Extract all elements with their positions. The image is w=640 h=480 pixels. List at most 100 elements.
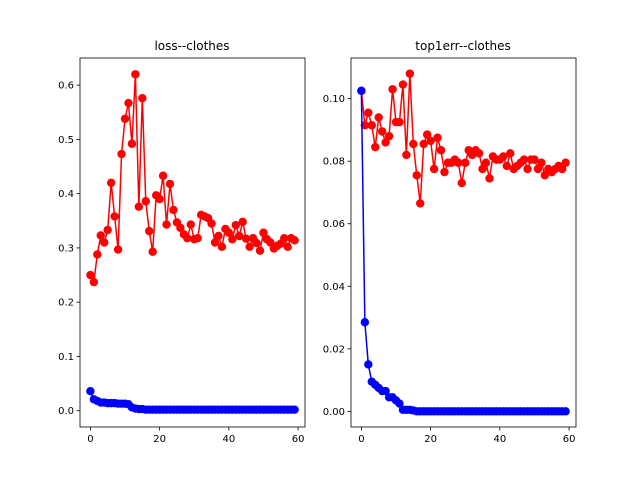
- loss-y-tick-label: 0.0: [58, 406, 74, 417]
- loss-y-tick-label: 0.4: [58, 189, 74, 200]
- top1err-series-0-point: [499, 152, 508, 161]
- loss-series-0-point: [141, 197, 150, 206]
- top1err-axes-frame: [350, 57, 577, 428]
- loss-x-tick-label: 0: [87, 434, 93, 445]
- loss-series-0-point: [93, 250, 102, 259]
- top1err-series-0-point: [426, 136, 435, 146]
- top1err-y-tick-label: 0.02: [323, 344, 345, 355]
- loss-x-tick-label: 20: [153, 434, 166, 445]
- loss-series-0-point: [117, 149, 126, 159]
- top1err-series-0-point: [454, 158, 463, 167]
- loss-series-0-point: [124, 98, 133, 108]
- loss-series-0-point: [155, 194, 164, 204]
- top1err-series-0-point: [409, 139, 418, 149]
- loss-series-0-point: [100, 238, 109, 247]
- top1err-series-0-point: [384, 131, 394, 141]
- top1err-y-tick-label: 0.00: [323, 407, 345, 418]
- top1err-series-0-point: [502, 161, 511, 171]
- top1err-series-0-point: [436, 146, 446, 155]
- loss-series-0-point: [238, 217, 247, 227]
- top1err-series-0-point: [481, 158, 491, 167]
- top1err-x-tick-label: 40: [493, 434, 506, 445]
- loss-series-0-point: [106, 178, 116, 188]
- top1err-x-tick-label: 20: [424, 434, 437, 445]
- loss-x-tick-label: 60: [292, 434, 305, 445]
- top1err-series-0-point: [374, 113, 383, 122]
- top1err-series-0-point: [557, 164, 567, 174]
- loss-y-tick-label: 0.1: [58, 352, 74, 363]
- loss-series-0-point: [255, 246, 265, 255]
- loss-series-0-point: [138, 93, 147, 103]
- top1err-series-0-point: [519, 155, 529, 164]
- top1err-series-0-point: [561, 158, 570, 167]
- loss-series-1-point: [86, 386, 95, 396]
- top1err-series-0-point: [412, 171, 421, 180]
- loss-series-0-point: [176, 223, 185, 233]
- loss-series-0-point: [207, 219, 216, 228]
- loss-series-0-point: [165, 179, 175, 189]
- loss-series-0-point: [241, 234, 251, 243]
- top1err-series-1-point: [357, 86, 366, 96]
- top1err-series-0-point: [398, 80, 408, 89]
- loss-series-0-point: [103, 225, 112, 235]
- top1err-y-tick-label: 0.08: [323, 157, 345, 168]
- top1err-series-0-point: [461, 158, 470, 167]
- top1err-chart-axes: 0 20 40 60 0.00 0.02 0.04 0.06 0.08 0.10: [323, 57, 577, 445]
- top1err-series-0-point: [523, 164, 532, 174]
- top1err-series-0-point: [540, 171, 550, 180]
- loss-series-0-point: [210, 238, 220, 247]
- top1err-x-tick-label: 60: [563, 434, 576, 445]
- loss-series-0-point: [224, 228, 234, 237]
- loss-series-0-point: [134, 202, 144, 211]
- loss-series-0-point: [245, 242, 254, 252]
- loss-series-0-point: [120, 114, 130, 123]
- loss-series-0-point: [228, 235, 237, 244]
- loss-series-0-point: [162, 220, 171, 229]
- loss-chart-title: loss--clothes: [154, 39, 229, 53]
- top1err-series-1-point: [561, 407, 570, 416]
- top1err-series-0-point: [422, 130, 432, 139]
- top1err-series-0-point: [360, 121, 370, 130]
- loss-y-tick-label: 0.3: [58, 243, 74, 254]
- loss-series-0-point: [183, 233, 192, 243]
- top1err-series-1-point: [381, 386, 390, 396]
- loss-series-0-point: [186, 220, 195, 229]
- top1err-series-0-point: [457, 178, 466, 188]
- loss-series-0-point: [214, 231, 223, 241]
- top1err-series-0-point: [419, 139, 428, 149]
- loss-chart-plot-area: [86, 70, 299, 414]
- loss-series-0-point: [113, 245, 123, 254]
- top1err-series-0-point: [381, 138, 390, 147]
- top1err-series-0-point: [506, 149, 515, 158]
- top1err-series-0-point: [474, 149, 484, 158]
- loss-chart: loss--clothes 0 20 40 600.00.10.20.30.40.50…: [58, 39, 306, 445]
- top1err-chart: top1err--clothes 0 20 40 60 0.00 0.02 0.04 0.06…: [323, 39, 577, 445]
- loss-y-tick-label: 0.5: [58, 135, 74, 146]
- loss-y-tick-label: 0.2: [58, 298, 74, 309]
- loss-series-0-point: [217, 242, 227, 252]
- loss-axes-frame: [79, 57, 306, 428]
- loss-series-1-point: [290, 405, 299, 414]
- top1err-series-0-point: [530, 155, 539, 164]
- top1err-series-1-point: [364, 360, 373, 369]
- loss-series-0-point: [131, 70, 140, 79]
- top1err-series-0-point: [537, 158, 546, 167]
- loss-series-0-point: [145, 226, 154, 236]
- loss-series-0-point: [169, 205, 178, 215]
- top1err-series-0-point: [485, 174, 494, 183]
- top1err-series-0-point: [395, 117, 404, 127]
- top1err-series-0-point: [405, 69, 415, 78]
- loss-series-0-point: [290, 236, 299, 245]
- top1err-series-0-point: [388, 85, 397, 94]
- loss-series-0-point: [193, 233, 202, 243]
- loss-series-0-point: [86, 270, 95, 280]
- top1err-y-tick-label: 0.04: [323, 282, 345, 293]
- loss-series-0-point: [252, 238, 261, 248]
- top1err-y-tick-label: 0.10: [323, 94, 345, 105]
- loss-series-0-point: [89, 277, 99, 287]
- loss-series-0-point: [148, 247, 157, 256]
- loss-series-0-point: [280, 233, 289, 243]
- loss-series-0-point: [283, 242, 292, 252]
- top1err-series-0-point: [478, 164, 487, 174]
